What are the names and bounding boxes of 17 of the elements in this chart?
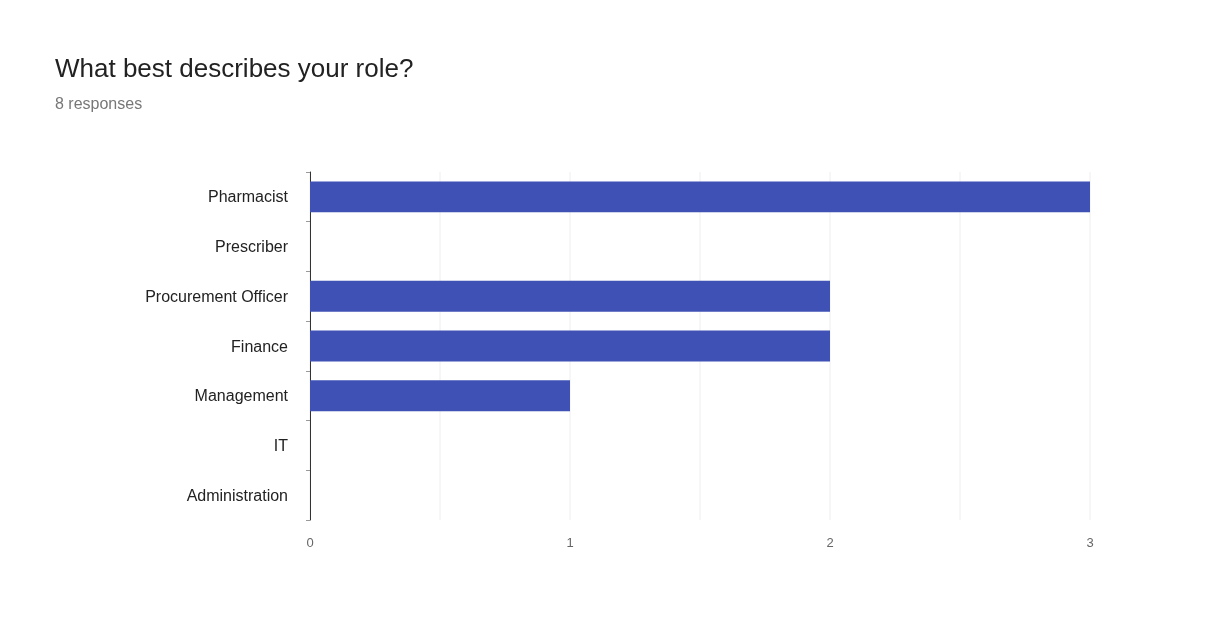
chart-title: What best describes your role? bbox=[55, 53, 414, 83]
y-tick-label: Management bbox=[194, 387, 289, 405]
x-tick-label: 2 bbox=[826, 535, 834, 550]
x-tick-label: 0 bbox=[306, 535, 314, 550]
y-tick-label: Administration bbox=[186, 486, 288, 504]
bar bbox=[310, 280, 830, 312]
y-tick-label: Finance bbox=[231, 337, 289, 355]
x-tick-label: 1 bbox=[566, 535, 574, 550]
bar bbox=[310, 330, 830, 362]
y-tick-label: Procurement Officer bbox=[145, 287, 289, 305]
y-tick-label: Pharmacist bbox=[207, 188, 289, 206]
y-tick-label: Prescriber bbox=[215, 238, 289, 256]
y-tick-label: IT bbox=[273, 436, 289, 454]
text: 8 responses bbox=[55, 94, 143, 112]
bar bbox=[310, 181, 1090, 213]
x-tick-label: 3 bbox=[1086, 535, 1094, 550]
bar bbox=[310, 380, 570, 412]
